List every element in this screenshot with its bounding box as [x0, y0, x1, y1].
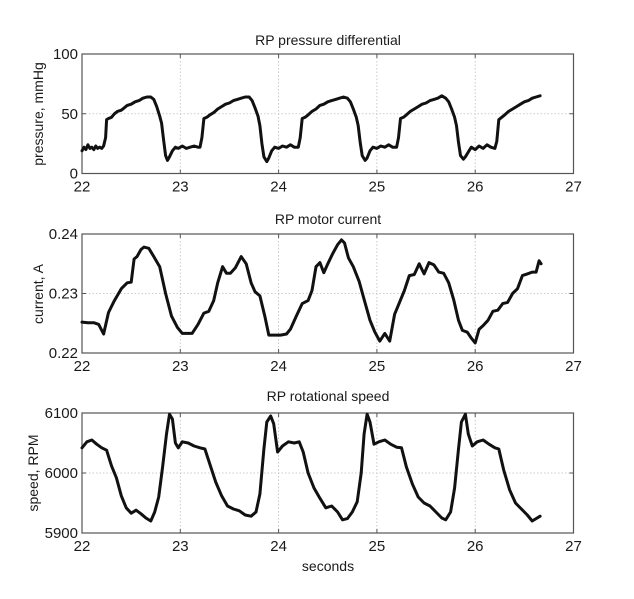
y-axis-label: pressure, mmHg [30, 62, 46, 165]
y-tick-label: 6000 [45, 465, 78, 482]
x-tick-label: 25 [369, 538, 386, 555]
tick-marks [81, 233, 574, 354]
series-line-current [80, 238, 543, 345]
panel-speed: RP rotational speed speed, RPM 22 23 24 25 2… [25, 388, 582, 574]
y-tick-label: 0.23 [49, 286, 78, 303]
y-tick-label: 5900 [45, 525, 78, 542]
gridlines [82, 234, 574, 353]
panel-current: RP motor current current, A 22 23 24 25 26 27… [30, 211, 582, 375]
x-tick-label: 27 [565, 179, 582, 196]
x-tick-label: 27 [565, 538, 582, 555]
x-tick-labels: 22 23 24 25 26 27 [74, 179, 582, 196]
x-tick-label: 27 [565, 358, 582, 375]
x-tick-label: 23 [172, 538, 189, 555]
y-tick-label: 0.24 [49, 226, 78, 243]
x-tick-label: 24 [270, 358, 287, 375]
tick-marks [81, 53, 574, 174]
y-axis-label: speed, RPM [25, 434, 41, 511]
x-tick-label: 23 [172, 179, 189, 196]
y-tick-labels: 0 50 100 [53, 46, 78, 183]
x-tick-label: 23 [172, 358, 189, 375]
gridlines [82, 413, 574, 533]
chart-title: RP pressure differential [255, 32, 401, 48]
chart-title: RP rotational speed [267, 388, 390, 404]
y-tick-label: 100 [53, 46, 78, 63]
gridlines [82, 54, 574, 174]
tick-marks [81, 412, 574, 534]
y-tick-labels: 5900 6000 6100 [45, 405, 78, 542]
y-tick-label: 50 [61, 106, 78, 123]
x-tick-label: 22 [74, 538, 91, 555]
x-tick-labels: 22 23 24 25 26 27 [74, 538, 582, 555]
y-tick-label: 0.22 [49, 345, 78, 362]
chart-title: RP motor current [275, 211, 381, 227]
x-tick-label: 26 [467, 358, 484, 375]
x-tick-label: 25 [369, 358, 386, 375]
series-line-pressure [80, 94, 542, 164]
series-line-speed [80, 412, 542, 523]
x-tick-label: 24 [270, 179, 287, 196]
x-tick-labels: 22 23 24 25 26 27 [74, 358, 582, 375]
x-tick-label: 26 [467, 179, 484, 196]
x-tick-label: 22 [74, 358, 91, 375]
x-tick-label: 25 [369, 179, 386, 196]
y-axis-label: current, A [30, 263, 46, 324]
x-tick-label: 24 [270, 538, 287, 555]
panel-pressure: RP pressure differential pressure, mmHg … [30, 32, 582, 196]
y-tick-label: 6100 [45, 405, 78, 422]
y-tick-label: 0 [70, 166, 78, 183]
x-axis-label: seconds [302, 558, 354, 574]
y-tick-labels: 0.22 0.23 0.24 [49, 226, 78, 362]
x-tick-label: 26 [467, 538, 484, 555]
x-tick-label: 22 [74, 179, 91, 196]
